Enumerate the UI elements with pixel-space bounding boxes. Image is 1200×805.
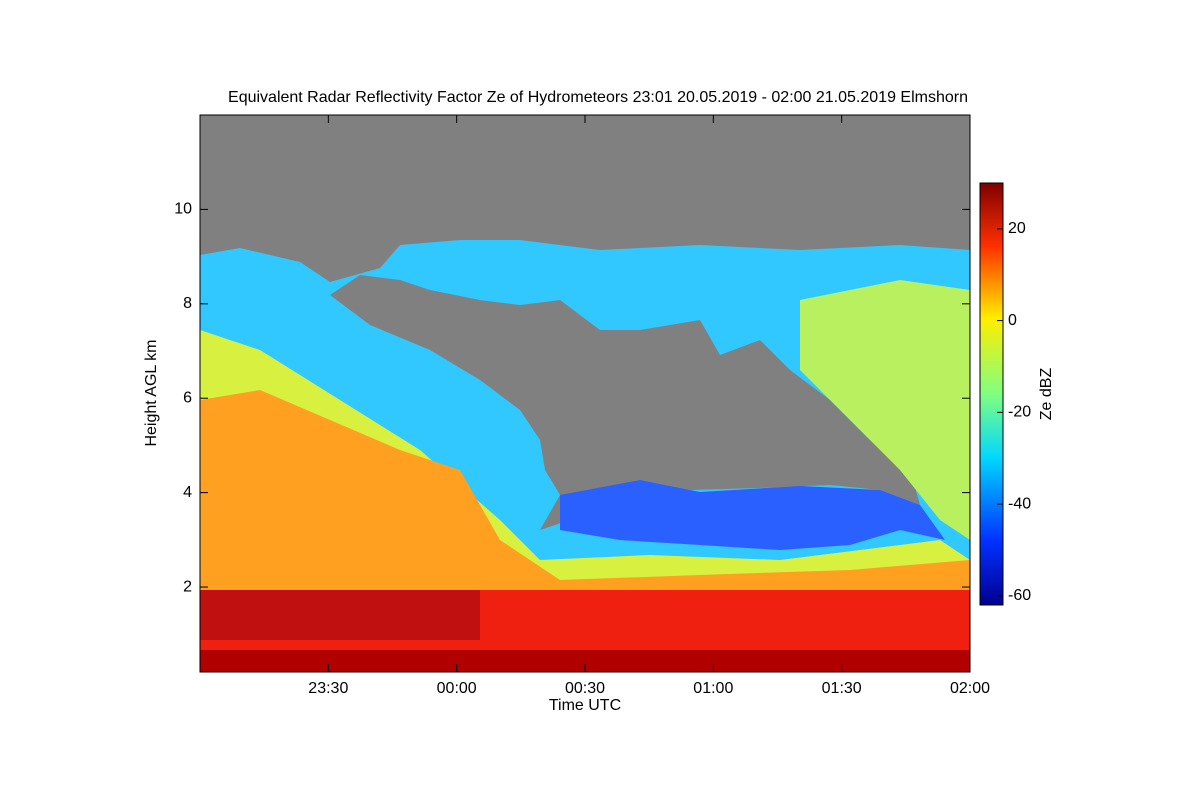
y-tick-label: 4 bbox=[183, 484, 192, 501]
chart-title: Equivalent Radar Reflectivity Factor Ze … bbox=[228, 89, 968, 106]
colorbar-tick-label: 0 bbox=[1008, 312, 1017, 329]
x-tick-label: 23:30 bbox=[308, 680, 348, 697]
x-tick-label: 00:00 bbox=[437, 680, 477, 697]
y-axis-label: Height AGL km bbox=[143, 339, 160, 446]
colorbar-tick-label: -40 bbox=[1008, 495, 1031, 512]
colorbar-tick-label: -20 bbox=[1008, 404, 1031, 421]
colorbar bbox=[979, 182, 1004, 606]
x-axis-label: Time UTC bbox=[549, 697, 621, 714]
y-tick-label: 6 bbox=[183, 389, 192, 406]
reflectivity-field bbox=[200, 115, 970, 672]
y-tick-label: 8 bbox=[183, 295, 192, 312]
colorbar-tick-label: 20 bbox=[1008, 220, 1026, 237]
x-tick-label: 01:30 bbox=[822, 680, 862, 697]
x-tick-label: 01:00 bbox=[693, 680, 733, 697]
x-tick-label: 00:30 bbox=[565, 680, 605, 697]
y-tick-label: 10 bbox=[174, 201, 192, 218]
y-tick-label: 2 bbox=[183, 578, 192, 595]
colorbar-tick-label: -60 bbox=[1008, 587, 1031, 604]
x-tick-label: 02:00 bbox=[950, 680, 990, 697]
colorbar-label: Ze dBZ bbox=[1038, 368, 1055, 421]
